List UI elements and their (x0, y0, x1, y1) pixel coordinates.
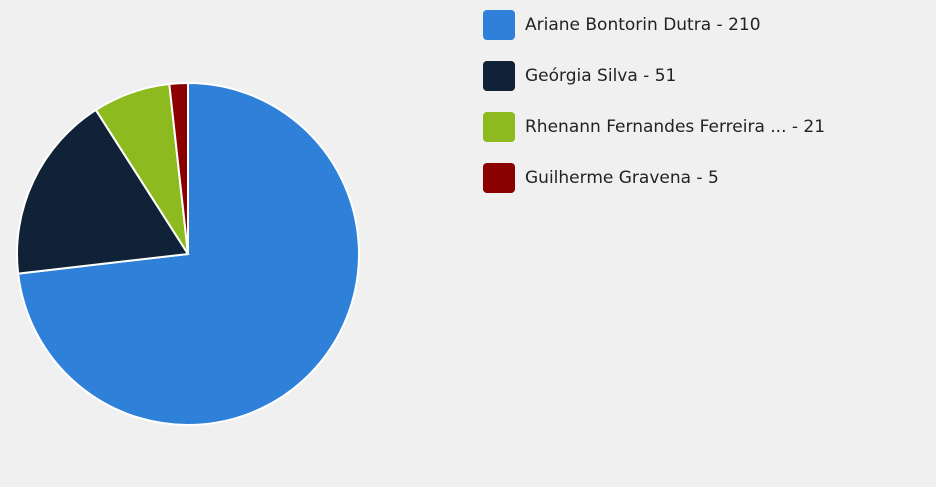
legend-swatch (483, 10, 515, 40)
legend-label: Rhenann Fernandes Ferreira ... - 21 (525, 117, 825, 137)
legend-swatch (483, 163, 515, 193)
pie-slice (16, 108, 190, 275)
legend-label: Geórgia Silva - 51 (525, 66, 676, 86)
legend-label: Guilherme Gravena - 5 (525, 168, 719, 188)
legend-swatch (483, 112, 515, 142)
pie-slice (168, 81, 189, 255)
legend-label: Ariane Bontorin Dutra - 210 (525, 15, 761, 35)
legend-swatch (483, 61, 515, 91)
